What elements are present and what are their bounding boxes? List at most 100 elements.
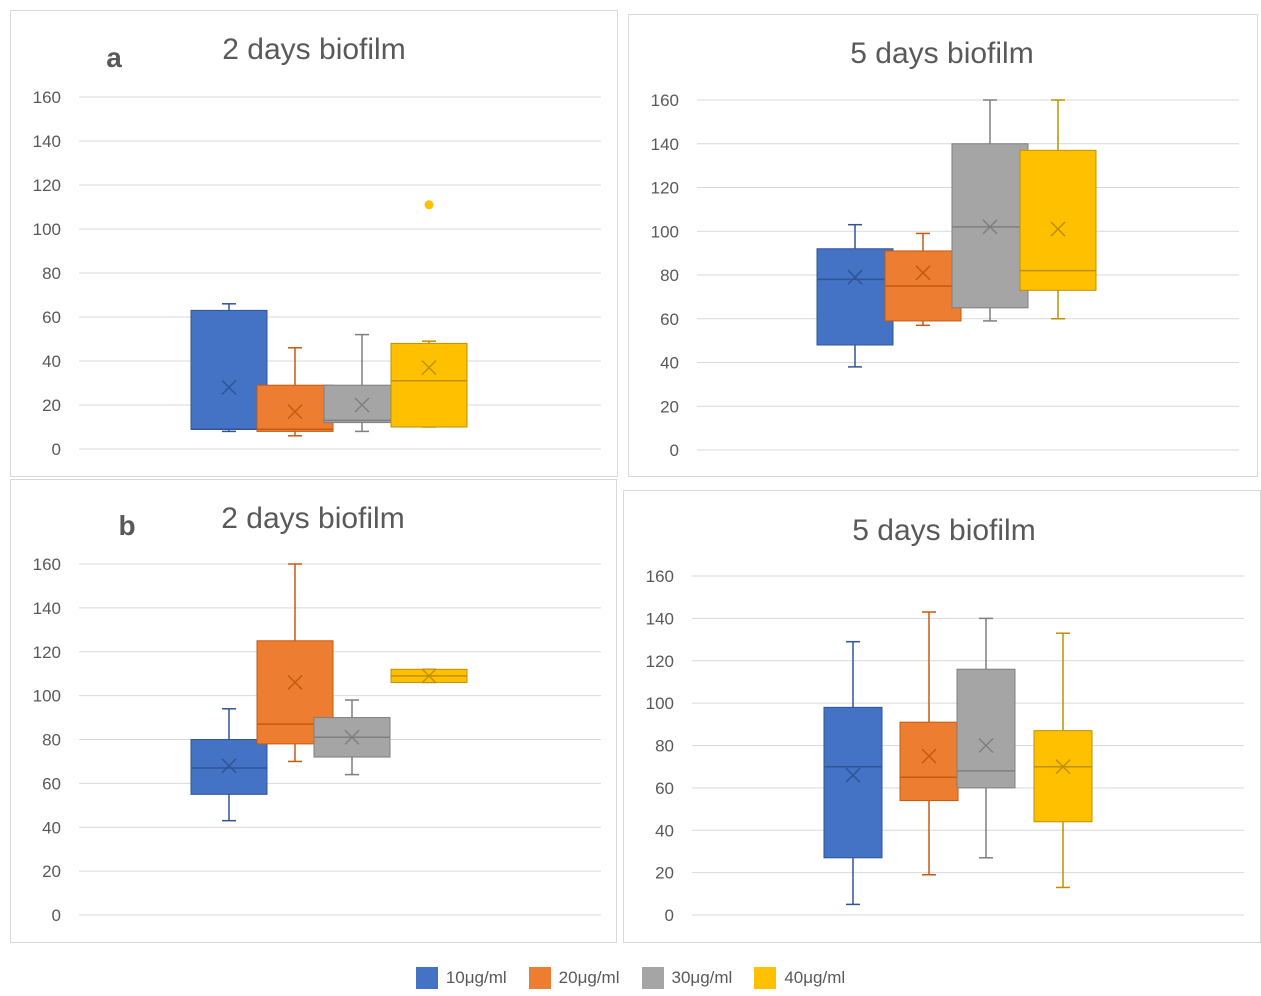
- chart-panel-b-2days: 2 days biofilm b 0 20 40 60 80 100 120 140 160: [10, 479, 617, 943]
- legend-swatch: [641, 967, 664, 989]
- y-tick-label: 80: [660, 266, 679, 285]
- panel-label: b: [118, 510, 135, 541]
- chart-title: 2 days biofilm: [221, 502, 404, 535]
- chart-panel-b-5days: 5 days biofilm 0 20 40 60 80 100 120 140 160: [623, 490, 1261, 943]
- y-tick-label: 20: [42, 862, 61, 881]
- y-tick-label: 20: [660, 397, 679, 416]
- y-tick-label: 100: [651, 222, 679, 241]
- box-iqr: [823, 706, 883, 859]
- y-tick-label: 80: [655, 737, 674, 756]
- legend-item: 40μg/ml: [754, 967, 845, 989]
- y-tick-label: 0: [52, 906, 61, 925]
- mean-marker: [982, 219, 998, 235]
- chart-title: 5 days biofilm: [852, 514, 1035, 547]
- y-tick-label: 0: [665, 906, 674, 925]
- box-plot-2: [323, 333, 401, 433]
- legend-label: 40μg/ml: [784, 968, 846, 987]
- box-iqr: [390, 342, 468, 428]
- legend-swatch: [415, 967, 438, 989]
- mean-marker: [421, 668, 437, 684]
- y-tick-label: 20: [42, 396, 61, 415]
- y-tick-label: 120: [33, 176, 61, 195]
- y-tick-label: 120: [646, 652, 674, 671]
- chart-panel-a-5days: 5 days biofilm 0 20 40 60 80 100 120 140 160: [628, 14, 1258, 477]
- y-tick-label: 140: [33, 132, 61, 151]
- chart-legend: 10μg/ml 20μg/ml 30μg/ml 40μg/ml: [0, 960, 1261, 996]
- panel-label: a: [106, 42, 122, 73]
- y-tick-label: 120: [33, 643, 61, 662]
- box-plot-1: [256, 347, 334, 437]
- mean-marker: [1050, 221, 1066, 237]
- y-tick-label: 60: [42, 774, 61, 793]
- y-tick-label: 60: [42, 308, 61, 327]
- mean-marker: [221, 758, 237, 774]
- legend-item: 10μg/ml: [415, 967, 507, 989]
- mean-marker: [344, 729, 360, 745]
- outlier-point: [424, 200, 434, 210]
- y-tick-label: 60: [660, 310, 679, 329]
- y-tick-label: 40: [660, 354, 679, 373]
- box-plot-3: [1033, 632, 1093, 889]
- y-tick-label: 20: [655, 864, 674, 883]
- box-iqr: [951, 143, 1029, 309]
- box-iqr: [190, 309, 268, 430]
- y-tick-label: 40: [655, 821, 674, 840]
- box-plot-0: [190, 303, 268, 433]
- box-iqr: [899, 721, 959, 802]
- mean-marker: [845, 767, 861, 783]
- y-tick-label: 160: [651, 91, 679, 110]
- mean-marker: [221, 379, 237, 395]
- y-tick-label: 160: [33, 555, 61, 574]
- chart-svg: 5 days biofilm 0 20 40 60 80 100 120 140 160: [651, 37, 1239, 460]
- legend-label: 30μg/ml: [671, 968, 733, 987]
- y-tick-label: 0: [670, 441, 679, 460]
- y-tick-label: 0: [52, 440, 61, 459]
- y-tick-label: 100: [33, 687, 61, 706]
- y-tick-label: 40: [42, 352, 61, 371]
- y-tick-label: 40: [42, 818, 61, 837]
- y-tick-label: 60: [655, 779, 674, 798]
- box-plot-3: [1019, 99, 1097, 320]
- y-tick-label: 140: [651, 135, 679, 154]
- box-plot-1: [884, 232, 962, 327]
- y-tick-label: 160: [33, 88, 61, 107]
- box-iqr: [1033, 730, 1093, 823]
- mean-marker: [921, 748, 937, 764]
- legend-item: 20μg/ml: [528, 967, 620, 989]
- box-plot-2: [956, 617, 1016, 859]
- y-tick-label: 100: [33, 220, 61, 239]
- box-plot-0: [823, 640, 883, 906]
- box-plot-0: [816, 223, 894, 368]
- chart-title: 2 days biofilm: [222, 33, 405, 66]
- mean-marker: [915, 265, 931, 281]
- legend-label: 20μg/ml: [558, 968, 620, 987]
- mean-marker: [354, 397, 370, 413]
- box-plot-2: [951, 99, 1029, 322]
- chart-svg: 2 days biofilm a 0 20 40 60 80 100 120 140 160: [33, 33, 601, 459]
- box-plot-3: [390, 668, 468, 684]
- chart-svg: 2 days biofilm b 0 20 40 60 80 100 120 140 160: [33, 502, 601, 925]
- mean-marker: [287, 674, 303, 690]
- mean-marker: [287, 404, 303, 420]
- box-plot-3: [390, 200, 468, 428]
- mean-marker: [1055, 759, 1071, 775]
- y-tick-label: 140: [646, 609, 674, 628]
- mean-marker: [847, 269, 863, 285]
- chart-title: 5 days biofilm: [850, 37, 1033, 70]
- legend-item: 30μg/ml: [641, 967, 733, 989]
- box-iqr: [323, 384, 401, 424]
- mean-marker: [421, 360, 437, 376]
- y-tick-label: 100: [646, 694, 674, 713]
- y-tick-label: 80: [42, 264, 61, 283]
- y-tick-label: 120: [651, 179, 679, 198]
- chart-svg: 5 days biofilm 0 20 40 60 80 100 120 140 160: [646, 514, 1244, 925]
- box-iqr: [1019, 149, 1097, 291]
- chart-panel-a-2days: 2 days biofilm a 0 20 40 60 80 100 120 140 160: [10, 10, 618, 477]
- y-tick-label: 140: [33, 599, 61, 618]
- y-tick-label: 80: [42, 731, 61, 750]
- box-iqr: [256, 384, 334, 432]
- box-iqr: [816, 248, 894, 346]
- legend-swatch: [528, 967, 551, 989]
- box-iqr: [956, 668, 1016, 789]
- box-plot-0: [190, 708, 268, 822]
